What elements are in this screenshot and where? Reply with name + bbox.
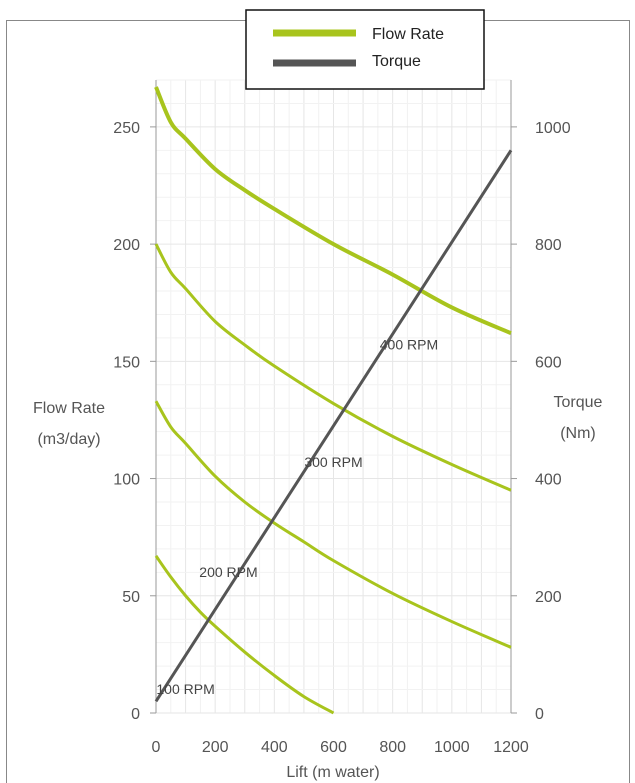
chart-frame: [6, 20, 630, 783]
x-tick-label: 600: [320, 739, 347, 756]
series-line-torque: [154, 149, 513, 703]
y-left-tick-label: 250: [113, 120, 140, 137]
y-right-tick-label: 0: [535, 706, 544, 723]
legend: Flow Rate Torque: [245, 9, 485, 90]
rpm-label: 400 RPM: [380, 337, 438, 353]
y-left-tick-label: 150: [113, 354, 140, 371]
series-line-flow-rate-100-rpm: [154, 555, 335, 715]
x-tick-label: 400: [261, 739, 288, 756]
x-tick-label: 800: [379, 739, 406, 756]
rpm-label: 200 RPM: [199, 564, 257, 580]
series-line-flow-rate-400-rpm: [154, 86, 512, 336]
y-right-tick-label: 200: [535, 589, 562, 606]
y-right-tick-label: 800: [535, 237, 562, 254]
y-right-tick-label: 1000: [535, 120, 571, 137]
y-left-label-line1: Flow Rate: [33, 400, 105, 417]
y-left-tick-label: 50: [122, 589, 140, 606]
axes: 0 50 100 150 200 250 0 200 400 600 800 1000 0 200 400 6…: [113, 80, 571, 756]
y-right-tick-label: 600: [535, 354, 562, 371]
x-tick-label: 1200: [493, 739, 529, 756]
series-group: [154, 86, 513, 715]
series-line-flow-rate-200-rpm: [154, 400, 512, 649]
x-axis-label: Lift (m water): [286, 764, 379, 781]
series-line-flow-rate-300-rpm: [154, 243, 512, 492]
y-right-label-line1: Torque: [554, 394, 603, 411]
y-right-label-line2: (Nm): [560, 425, 596, 442]
annotations: 100 RPM 200 RPM 300 RPM 400 RPM: [156, 337, 438, 698]
y-left-tick-label: 0: [131, 706, 140, 723]
x-tick-label: 1000: [434, 739, 470, 756]
rpm-label: 100 RPM: [156, 681, 214, 697]
legend-box: [245, 9, 485, 90]
legend-label-torque: Torque: [372, 53, 421, 70]
y-left-tick-label: 200: [113, 237, 140, 254]
y-left-tick-label: 100: [113, 472, 140, 489]
legend-label-flow-rate: Flow Rate: [372, 26, 444, 43]
x-tick-label: 200: [202, 739, 229, 756]
y-right-tick-label: 400: [535, 472, 562, 489]
x-tick-label: 0: [152, 739, 161, 756]
y-left-label-line2: (m3/day): [37, 431, 100, 448]
rpm-label: 300 RPM: [304, 454, 362, 470]
